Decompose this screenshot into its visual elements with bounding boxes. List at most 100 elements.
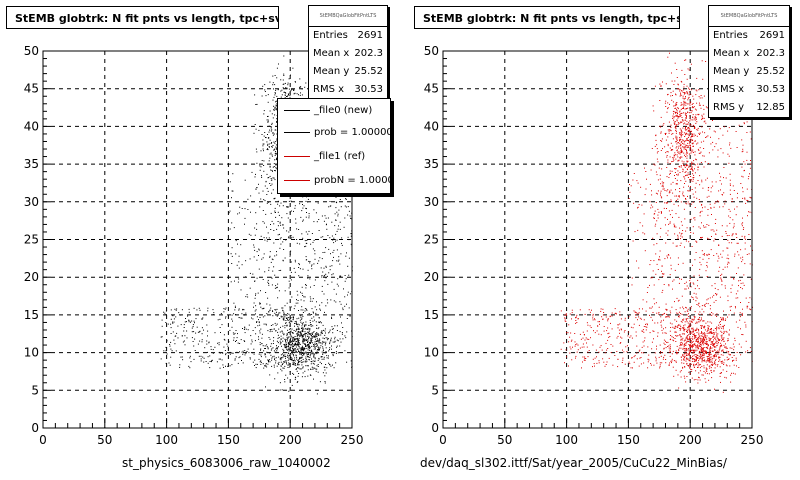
data-point [328, 350, 330, 352]
data-point [711, 343, 713, 345]
data-point [709, 328, 711, 330]
data-point [722, 318, 724, 320]
data-point [301, 318, 303, 320]
data-point [279, 318, 281, 319]
data-point [267, 148, 268, 150]
data-point [729, 347, 731, 349]
data-point [242, 362, 244, 364]
data-point [705, 122, 707, 124]
data-point [570, 348, 572, 350]
data-point [289, 317, 291, 319]
data-point [172, 322, 174, 324]
data-point [322, 252, 324, 253]
data-point [651, 341, 653, 343]
data-point [683, 104, 685, 106]
data-point [297, 337, 299, 339]
data-point [689, 190, 691, 192]
data-point [698, 372, 700, 374]
data-point [274, 357, 276, 359]
data-point [686, 152, 688, 154]
data-point [294, 363, 296, 364]
data-point [680, 147, 682, 149]
data-point [274, 309, 276, 311]
data-point [326, 367, 328, 369]
data-point [293, 90, 295, 91]
data-point [323, 275, 325, 277]
data-point [265, 324, 267, 326]
data-point [721, 334, 723, 336]
data-point [306, 309, 308, 311]
data-point [675, 200, 677, 201]
data-point [285, 87, 286, 89]
data-point [719, 339, 720, 341]
data-point [309, 262, 311, 264]
data-point [291, 353, 293, 355]
data-point [686, 91, 688, 93]
data-point [304, 338, 305, 340]
data-point [682, 262, 684, 264]
data-point [283, 73, 285, 75]
data-point [669, 351, 671, 353]
data-point [262, 221, 264, 223]
data-point [687, 111, 689, 113]
data-point [345, 206, 347, 208]
data-point [675, 369, 677, 371]
data-point [608, 357, 610, 359]
data-point [701, 236, 703, 238]
data-point [679, 113, 681, 115]
data-point [266, 202, 268, 204]
data-point [663, 356, 665, 358]
data-point [661, 138, 663, 140]
data-point [341, 242, 342, 244]
data-point [241, 360, 242, 361]
stats-value: 202.3 [354, 48, 383, 59]
data-point [294, 376, 296, 378]
data-point [680, 149, 682, 151]
data-point [315, 352, 317, 354]
data-point [222, 352, 224, 354]
data-point [689, 337, 691, 339]
data-point [315, 338, 316, 340]
data-point [336, 346, 337, 348]
data-point [287, 377, 289, 379]
data-point [705, 350, 707, 352]
data-point [335, 362, 337, 364]
data-point [284, 345, 286, 347]
data-point [302, 349, 303, 351]
data-point [299, 243, 301, 245]
data-point [695, 347, 697, 349]
data-point [667, 136, 669, 138]
data-point [667, 102, 669, 104]
data-point [286, 345, 288, 347]
data-point [275, 109, 277, 111]
data-point [280, 365, 282, 367]
data-point [694, 343, 696, 345]
data-point [731, 235, 733, 237]
data-point [320, 195, 322, 196]
data-point [318, 321, 320, 323]
data-point [187, 315, 189, 317]
data-point [685, 126, 687, 128]
data-point [742, 197, 744, 199]
data-point [296, 357, 298, 359]
data-point [272, 189, 274, 191]
data-point [663, 182, 665, 184]
data-point [729, 117, 731, 119]
data-point [708, 345, 709, 347]
data-point [290, 320, 292, 322]
data-point [275, 107, 277, 109]
data-point [666, 151, 668, 152]
data-point [299, 332, 301, 334]
data-point [321, 275, 323, 276]
data-point [309, 357, 311, 358]
data-point [301, 327, 303, 329]
data-point [666, 167, 668, 168]
data-point [711, 363, 713, 365]
data-point [737, 297, 739, 299]
data-point [740, 287, 742, 288]
data-point [716, 326, 718, 328]
data-point [653, 260, 655, 262]
data-point [660, 85, 662, 87]
data-point [584, 357, 586, 359]
data-point [293, 93, 295, 95]
